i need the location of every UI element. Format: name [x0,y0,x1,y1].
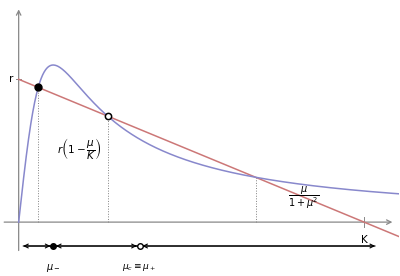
Text: $r\left(1-\dfrac{\mu}{K}\right)$: $r\left(1-\dfrac{\mu}{K}\right)$ [57,136,102,162]
Text: r: r [9,74,13,84]
Text: $\mu_-$: $\mu_-$ [46,262,60,274]
Text: $\dfrac{\mu}{1+\mu^2}$: $\dfrac{\mu}{1+\mu^2}$ [288,184,320,211]
Text: $\mu_c\equiv\mu_+$: $\mu_c\equiv\mu_+$ [122,262,157,273]
Text: K: K [361,235,368,245]
